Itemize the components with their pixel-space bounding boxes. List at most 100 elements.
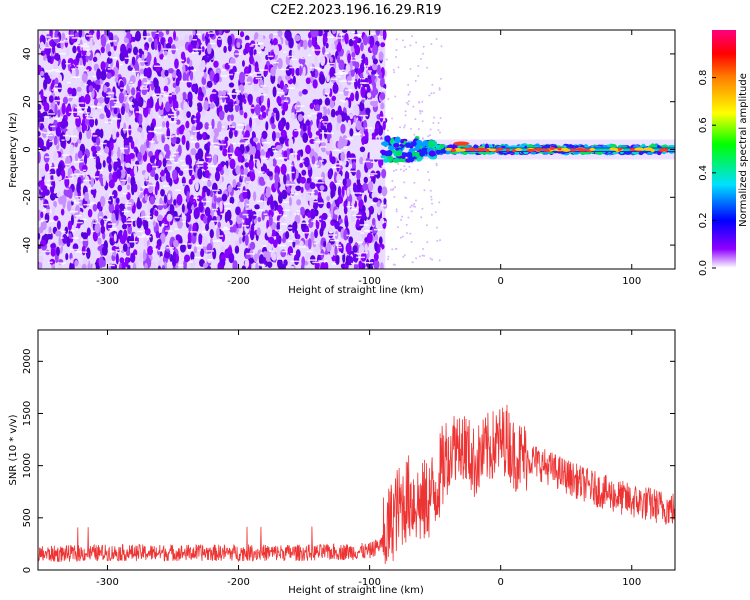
noise-speck	[438, 259, 441, 262]
signal-blob	[428, 150, 436, 157]
noise-blob	[100, 218, 105, 227]
noise-gap	[157, 249, 163, 252]
noise-speck	[421, 137, 424, 140]
noise-blob	[237, 93, 243, 101]
noise-gap	[191, 51, 200, 54]
noise-blob	[335, 121, 340, 132]
noise-blob	[75, 115, 81, 128]
noise-blob	[150, 122, 155, 133]
noise-speck	[430, 92, 433, 95]
noise-blob	[234, 103, 240, 113]
noise-speck	[408, 90, 411, 93]
noise-blob	[345, 64, 351, 73]
noise-gap	[359, 114, 369, 117]
noise-blob	[45, 249, 50, 256]
noise-blob	[85, 247, 91, 260]
noise-blob	[40, 211, 44, 219]
noise-blob	[338, 59, 345, 71]
noise-gap	[172, 135, 178, 137]
noise-gap	[80, 45, 90, 48]
noise-gap	[350, 59, 359, 62]
noise-gap	[251, 43, 261, 46]
noise-blob	[374, 241, 378, 252]
signal-blob	[382, 158, 390, 163]
noise-blob	[90, 177, 95, 188]
noise-blob	[106, 57, 113, 65]
noise-blob	[350, 69, 355, 77]
noise-gap	[89, 156, 96, 159]
noise-speck	[429, 189, 432, 192]
noise-speck	[405, 223, 408, 226]
noise-gap	[361, 77, 366, 80]
noise-speck	[410, 127, 413, 130]
noise-blob	[366, 92, 372, 99]
noise-blob	[143, 235, 147, 247]
noise-speck	[394, 95, 397, 98]
noise-blob	[202, 162, 209, 171]
noise-gap	[91, 75, 97, 78]
spectrogram-xtick-label: -100	[358, 276, 381, 287]
noise-blob	[307, 238, 312, 250]
noise-gap	[103, 218, 111, 221]
noise-blob	[324, 30, 328, 37]
noise-blob	[166, 127, 171, 140]
noise-blob	[327, 169, 333, 180]
noise-gap	[359, 224, 369, 226]
noise-blob	[380, 102, 385, 110]
noise-gap	[242, 190, 248, 193]
noise-gap	[166, 164, 173, 166]
noise-blob	[176, 110, 180, 116]
noise-gap	[253, 214, 258, 216]
noise-speck	[399, 236, 402, 239]
noise-gap	[363, 230, 373, 232]
noise-blob	[293, 254, 300, 266]
noise-blob	[374, 127, 379, 136]
noise-speck	[438, 88, 441, 91]
noise-blob	[261, 193, 265, 201]
noise-blob	[206, 42, 212, 55]
noise-blob	[50, 173, 54, 182]
noise-gap	[60, 230, 66, 233]
noise-blob	[291, 49, 295, 58]
noise-blob	[288, 153, 295, 162]
signal-blob	[441, 149, 447, 154]
noise-blob	[285, 30, 292, 42]
noise-blob	[263, 173, 268, 181]
noise-blob	[146, 102, 150, 108]
noise-blob	[267, 110, 272, 119]
noise-blob	[312, 199, 319, 210]
noise-blob	[279, 217, 286, 223]
noise-speck	[435, 162, 438, 165]
noise-blob	[244, 234, 249, 246]
noise-blob	[203, 100, 209, 111]
noise-speck	[440, 45, 443, 48]
noise-blob	[196, 195, 203, 202]
noise-blob	[193, 246, 198, 254]
noise-blob	[249, 241, 256, 250]
noise-gap	[83, 112, 90, 114]
noise-blob	[72, 128, 79, 137]
noise-gap	[78, 102, 85, 104]
noise-gap	[378, 36, 383, 38]
noise-gap	[217, 38, 222, 40]
noise-blob	[252, 191, 257, 202]
noise-gap	[239, 182, 244, 184]
colorbar-tick-label: 0.4	[698, 165, 709, 181]
noise-blob	[307, 39, 313, 48]
noise-blob	[363, 119, 368, 131]
noise-blob	[238, 212, 245, 218]
noise-blob	[127, 176, 131, 184]
noise-blob	[366, 158, 373, 170]
noise-blob	[200, 248, 205, 258]
noise-blob	[245, 218, 251, 229]
noise-gap	[353, 34, 362, 36]
noise-blob	[254, 204, 260, 210]
noise-gap	[150, 141, 155, 143]
noise-blob	[289, 181, 296, 187]
noise-blob	[289, 265, 295, 269]
noise-gap	[108, 228, 117, 230]
noise-blob	[318, 73, 326, 85]
noise-gap	[166, 247, 174, 249]
noise-blob	[196, 121, 203, 130]
